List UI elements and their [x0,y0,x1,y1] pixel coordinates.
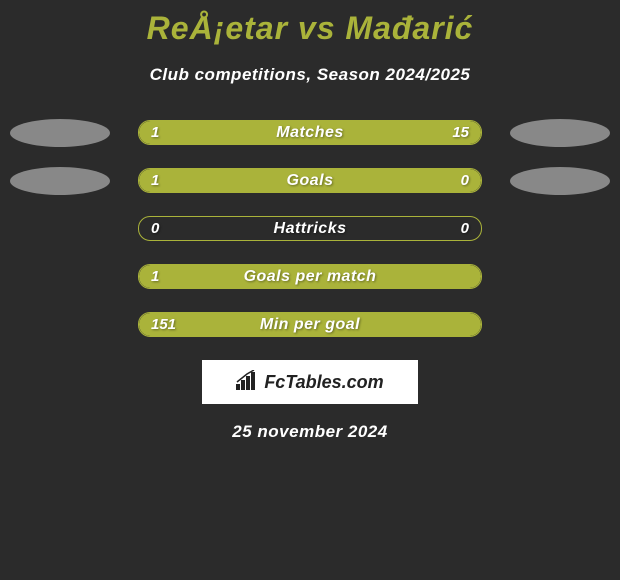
bar-fill-left [139,121,201,144]
stat-row: 151 Min per goal [0,312,620,337]
stat-bar: 0 0 Hattricks [138,216,482,241]
brand-box: FcTables.com [202,360,418,404]
player-marker-right [510,167,610,195]
player-marker-left [10,167,110,195]
stat-label: Goals [287,172,334,190]
stat-label: Goals per match [244,268,377,286]
player-marker-right [510,119,610,147]
brand-text: FcTables.com [264,372,383,393]
stat-value-right: 0 [461,220,469,237]
date-text: 25 november 2024 [0,422,620,442]
stat-row: 1 0 Goals [0,168,620,193]
page-title: ReÅ¡etar vs Mađarić [0,0,620,47]
chart-icon [236,370,260,395]
stat-label: Min per goal [260,316,360,334]
stat-value-left: 0 [151,220,159,237]
stat-value-right: 0 [461,172,469,189]
stat-row: 0 0 Hattricks [0,216,620,241]
stat-label: Hattricks [274,220,347,238]
stat-label: Matches [276,124,344,142]
stats-container: 1 15 Matches 1 0 Goals 0 0 Hattricks 1 Goals per m… [0,120,620,337]
bar-fill-left [139,169,399,192]
subtitle: Club competitions, Season 2024/2025 [0,65,620,85]
stat-value-left: 1 [151,172,159,189]
stat-bar: 151 Min per goal [138,312,482,337]
stat-bar: 1 0 Goals [138,168,482,193]
stat-row: 1 Goals per match [0,264,620,289]
stat-value-left: 151 [151,316,176,333]
stat-value-left: 1 [151,124,159,141]
player-marker-left [10,119,110,147]
stat-bar: 1 15 Matches [138,120,482,145]
stat-bar: 1 Goals per match [138,264,482,289]
stat-value-right: 15 [452,124,469,141]
stat-row: 1 15 Matches [0,120,620,145]
stat-value-left: 1 [151,268,159,285]
brand-label: FcTables.com [236,370,383,395]
